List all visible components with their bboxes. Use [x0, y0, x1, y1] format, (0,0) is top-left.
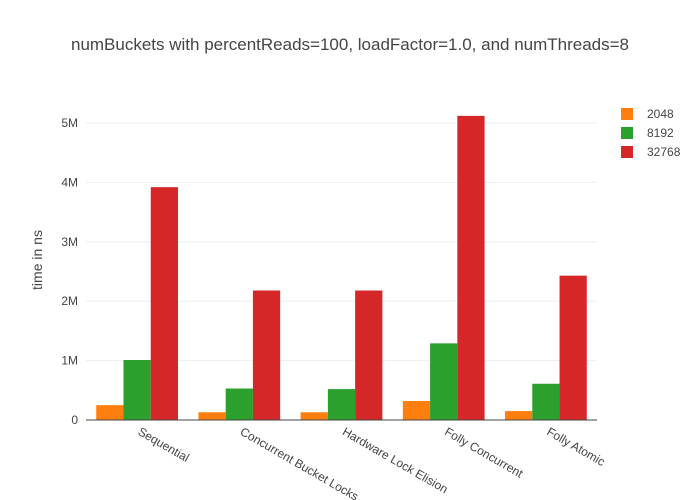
- chart-title: numBuckets with percentReads=100, loadFa…: [71, 35, 629, 54]
- bar-32768-4[interactable]: [559, 275, 587, 420]
- legend[interactable]: 2048 8192 32768: [621, 107, 681, 159]
- bar-8192-3[interactable]: [430, 343, 458, 420]
- bar-2048-2[interactable]: [300, 412, 328, 420]
- legend-swatch: [621, 146, 633, 158]
- y-tick-label: 5M: [61, 116, 78, 130]
- y-tick-label: 4M: [61, 175, 78, 189]
- y-tick-label: 1M: [61, 354, 78, 368]
- legend-label: 2048: [647, 107, 674, 121]
- bar-2048-1[interactable]: [198, 412, 226, 420]
- bar-32768-2[interactable]: [355, 290, 383, 420]
- bar-32768-3[interactable]: [457, 115, 485, 420]
- y-tick-label: 0: [71, 413, 78, 427]
- y-axis-title: time in ns: [29, 230, 45, 290]
- bar-8192-4[interactable]: [532, 383, 560, 420]
- bars: [96, 115, 587, 420]
- legend-swatch: [621, 127, 633, 139]
- x-tick-label: Sequential: [136, 424, 192, 464]
- y-tick-label: 3M: [61, 235, 78, 249]
- bar-2048-0[interactable]: [96, 405, 124, 420]
- y-tick-label: 2M: [61, 294, 78, 308]
- x-axis-ticks: Sequential Concurrent Bucket LocksHardwar…: [136, 424, 608, 500]
- x-tick-label: Folly Atomic: [544, 424, 607, 468]
- bar-8192-1[interactable]: [225, 388, 253, 420]
- bar-2048-3[interactable]: [402, 400, 431, 420]
- legend-item-32768[interactable]: 32768: [621, 145, 681, 159]
- y-axis-ticks: 0 1M 2M 3M 4M 5M: [61, 116, 78, 427]
- legend-label: 32768: [647, 145, 681, 159]
- legend-label: 8192: [647, 126, 674, 140]
- legend-swatch: [621, 108, 633, 120]
- legend-item-2048[interactable]: 2048: [621, 107, 674, 121]
- legend-item-8192[interactable]: 8192: [621, 126, 674, 140]
- x-tick-label: Folly Concurrent: [442, 424, 526, 480]
- bar-8192-2[interactable]: [327, 389, 356, 420]
- bar-8192-0[interactable]: [123, 360, 151, 420]
- x-tick-label: Hardware Lock Elision: [340, 424, 450, 496]
- bar-2048-4[interactable]: [505, 411, 533, 420]
- bar-32768-0[interactable]: [150, 187, 178, 420]
- bar-32768-1[interactable]: [252, 290, 281, 420]
